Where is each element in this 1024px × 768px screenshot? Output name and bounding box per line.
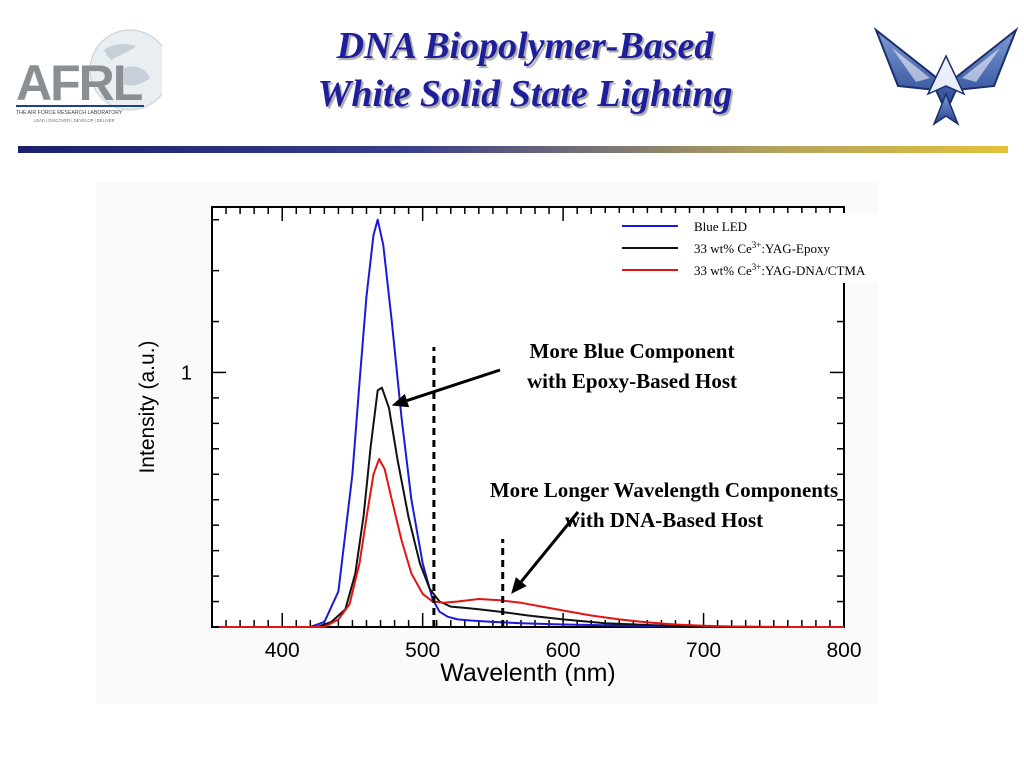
x-tick-label: 500	[405, 639, 440, 662]
annotation-dna-line1: More Longer Wavelength Components	[490, 478, 838, 502]
legend-label-blue-led: Blue LED	[694, 219, 747, 234]
annotation-blue-line1: More Blue Component	[530, 339, 735, 363]
annotation-dna-line2: with DNA-Based Host	[565, 508, 763, 532]
header-divider	[18, 146, 1008, 153]
afrl-logo-tagline: LEAD | DISCOVER | DEVELOP | DELIVER	[34, 118, 115, 123]
legend-label-epoxy: 33 wt% Ce3+:YAG-Epoxy	[694, 240, 830, 256]
x-tick-label: 400	[265, 639, 300, 662]
emission-spectrum-chart: 400 500 600 700 800 1 Wavelenth (nm) Intensity …	[136, 206, 878, 687]
legend-label-dna-ctma: 33 wt% Ce3+:YAG-DNA/CTMA	[694, 262, 866, 278]
annotation-arrow-blue-shaft	[406, 368, 501, 402]
annotation-arrow-dna-head	[511, 577, 527, 594]
afrl-logo-subtext: THE AIR FORCE RESEARCH LABORATORY	[16, 110, 123, 116]
annotation-bg-blue	[492, 334, 780, 400]
series-line-epoxy	[219, 386, 844, 628]
afrl-logo: AFRL THE AIR FORCE RESEARCH LABORATORY L…	[16, 29, 162, 123]
x-axis-label: Wavelenth (nm)	[440, 659, 616, 687]
series-line-blue-led	[219, 218, 844, 628]
afrl-logo-text: AFRL	[16, 55, 142, 111]
annotation-arrow-blue-head	[391, 393, 410, 408]
annotation-blue-line2: with Epoxy-Based Host	[527, 369, 737, 393]
annotation-arrow-dna-shaft	[520, 511, 580, 583]
y-tick-label: 1	[181, 362, 192, 384]
series-line-dna-ctma	[219, 458, 844, 628]
slide-title-line2: White Solid State Lighting	[317, 73, 733, 115]
slide-title-line1: DNA Biopolymer-Based	[336, 25, 714, 67]
spectrum-chart-area: 400 500 600 700 800 1 Wavelenth (nm) Intensity …	[96, 182, 878, 704]
x-tick-label: 800	[826, 639, 861, 662]
slide-title: DNA Biopolymer-Based White Solid State L…	[200, 22, 850, 118]
y-axis-label: Intensity (a.u.)	[136, 340, 159, 473]
annotation-bg-dna	[496, 473, 832, 539]
x-tick-label: 600	[546, 639, 581, 662]
air-force-wings-icon	[873, 26, 1019, 126]
x-tick-label: 700	[686, 639, 721, 662]
